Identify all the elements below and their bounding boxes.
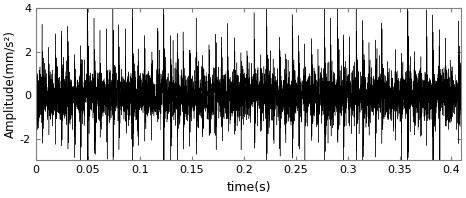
Y-axis label: Amplitude(mm/s²): Amplitude(mm/s²) (4, 30, 17, 138)
X-axis label: time(s): time(s) (226, 181, 271, 194)
